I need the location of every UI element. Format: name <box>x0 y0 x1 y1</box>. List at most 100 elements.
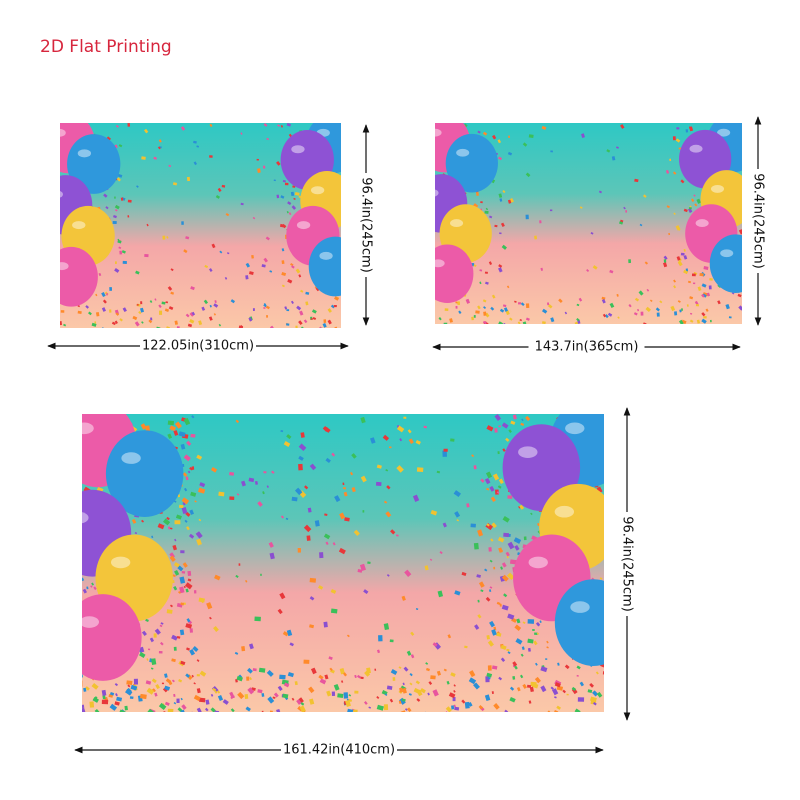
confetti <box>193 682 196 685</box>
confetti <box>290 191 295 197</box>
confetti <box>109 703 118 711</box>
confetti <box>519 674 524 679</box>
confetti <box>499 232 502 235</box>
confetti <box>229 471 235 476</box>
confetti <box>477 130 481 134</box>
confetti <box>496 632 502 637</box>
confetti <box>488 261 493 265</box>
confetti <box>63 323 67 327</box>
confetti <box>263 471 267 474</box>
confetti <box>279 592 286 600</box>
confetti <box>189 711 195 712</box>
confetti <box>623 206 626 210</box>
confetti <box>261 693 265 697</box>
confetti <box>409 672 413 677</box>
confetti <box>699 272 704 277</box>
confetti <box>375 481 382 487</box>
confetti <box>564 311 568 315</box>
confetti <box>311 309 317 314</box>
balloon-shine <box>60 262 69 271</box>
confetti <box>213 303 219 308</box>
confetti <box>496 491 500 494</box>
confetti <box>453 490 461 498</box>
confetti <box>339 668 345 675</box>
confetti <box>210 466 218 473</box>
confetti <box>282 179 287 183</box>
confetti <box>360 676 364 680</box>
confetti <box>427 692 430 696</box>
confetti <box>266 669 274 677</box>
confetti <box>507 613 515 620</box>
confetti <box>596 486 603 494</box>
confetti <box>485 281 489 285</box>
confetti <box>593 702 597 706</box>
confetti <box>351 453 357 459</box>
confetti <box>181 507 188 515</box>
confetti <box>489 620 495 628</box>
confetti <box>266 137 269 141</box>
confetti <box>525 317 530 321</box>
confetti <box>145 680 152 685</box>
confetti <box>213 625 219 632</box>
confetti <box>161 301 166 305</box>
confetti <box>485 471 493 479</box>
confetti <box>360 416 366 424</box>
confetti <box>487 676 491 680</box>
balloon-shine <box>435 128 442 137</box>
confetti <box>190 286 195 291</box>
width-label: 122.05in(310cm) <box>142 339 254 354</box>
confetti <box>257 689 263 694</box>
confetti <box>256 158 259 161</box>
confetti <box>283 682 290 688</box>
confetti <box>483 311 487 316</box>
confetti <box>696 198 702 204</box>
confetti <box>663 259 667 263</box>
confetti <box>105 206 109 210</box>
confetti <box>385 469 389 472</box>
confetti <box>131 518 137 524</box>
confetti <box>527 647 531 652</box>
confetti <box>556 705 561 710</box>
confetti <box>688 208 693 213</box>
confetti <box>503 593 508 598</box>
confetti <box>174 421 182 429</box>
confetti <box>454 590 461 596</box>
confetti <box>187 578 192 582</box>
confetti <box>616 146 619 149</box>
confetti <box>343 491 348 497</box>
confetti <box>179 586 185 594</box>
confetti <box>298 463 303 471</box>
confetti <box>217 690 221 694</box>
confetti <box>196 674 200 677</box>
confetti <box>453 684 456 687</box>
confetti <box>290 263 294 267</box>
confetti <box>303 319 308 324</box>
confetti <box>325 541 329 546</box>
confetti <box>310 667 317 675</box>
confetti <box>145 425 151 432</box>
confetti <box>167 708 174 712</box>
confetti <box>276 161 281 166</box>
confetti <box>663 262 668 268</box>
confetti <box>231 695 235 699</box>
confetti <box>241 646 246 652</box>
confetti <box>309 698 315 705</box>
confetti <box>179 629 185 636</box>
confetti <box>683 208 688 213</box>
confetti <box>154 628 161 635</box>
confetti <box>443 711 451 712</box>
confetti <box>127 199 132 203</box>
balloon-shine <box>82 422 94 435</box>
confetti <box>396 465 404 473</box>
confetti <box>501 562 507 568</box>
confetti <box>230 299 236 304</box>
confetti <box>213 313 216 316</box>
confetti <box>521 646 525 650</box>
confetti <box>265 236 270 241</box>
confetti <box>499 198 503 202</box>
confetti <box>194 500 197 503</box>
confetti <box>625 210 628 213</box>
balloon-shine <box>528 556 548 569</box>
confetti <box>617 316 620 319</box>
confetti <box>576 674 579 677</box>
